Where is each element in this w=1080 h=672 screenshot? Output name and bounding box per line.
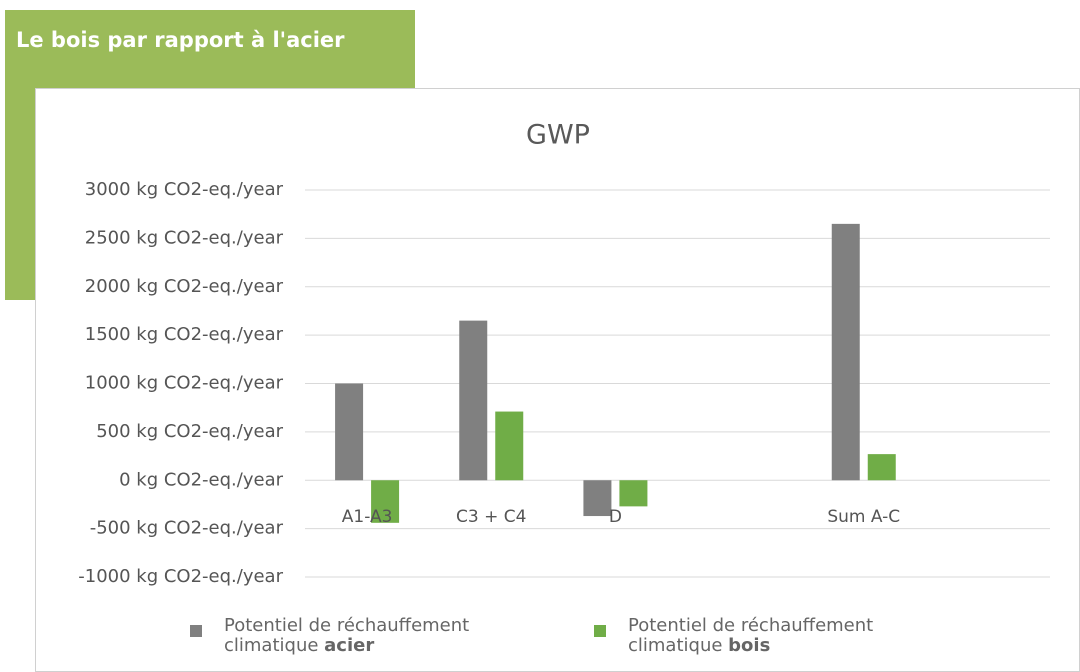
y-tick-label: 1500 kg CO2-eq./year [85, 324, 284, 345]
y-tick-label: 1000 kg CO2-eq./year [85, 373, 284, 394]
bar [335, 383, 364, 481]
y-tick-label: 500 kg CO2-eq./year [96, 421, 283, 442]
y-tick-label: -500 kg CO2-eq./year [90, 518, 284, 539]
legend-marker [594, 625, 606, 637]
x-tick-label: Sum A-C [827, 507, 900, 527]
legend-marker [190, 625, 202, 637]
y-tick-label: 3000 kg CO2-eq./year [85, 179, 284, 200]
y-tick-label: 2500 kg CO2-eq./year [85, 227, 284, 248]
bar [619, 480, 648, 507]
bar [371, 480, 400, 523]
x-tick-label: D [609, 507, 622, 527]
bar [495, 411, 524, 481]
bar [831, 223, 860, 481]
heading: Le bois par rapport à l'acier [16, 28, 345, 52]
y-tick-label: 0 kg CO2-eq./year [119, 469, 283, 490]
chart-title: GWP [526, 120, 590, 151]
chart-panel [35, 88, 1080, 672]
x-tick-label: A1-A3 [342, 507, 393, 527]
x-tick-label: C3 + C4 [456, 507, 526, 527]
bar [583, 480, 612, 517]
y-tick-label: 2000 kg CO2-eq./year [85, 276, 284, 297]
bar [867, 454, 896, 481]
legend-label: Potentiel de réchauffement climatique ac… [224, 615, 470, 656]
y-tick-label: -1000 kg CO2-eq./year [78, 566, 283, 587]
legend-label: Potentiel de réchauffement climatique bo… [628, 615, 874, 656]
bar [459, 320, 488, 481]
